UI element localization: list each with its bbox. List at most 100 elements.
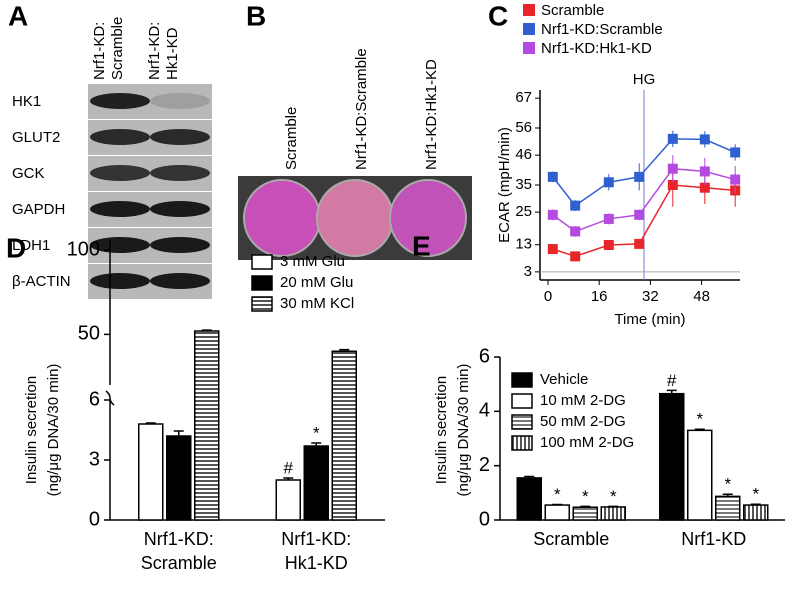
bar bbox=[516, 477, 542, 521]
marker bbox=[634, 209, 645, 220]
blot-band bbox=[90, 165, 150, 181]
bar bbox=[138, 423, 164, 521]
row-label: GAPDH bbox=[12, 201, 65, 218]
error-bar bbox=[145, 422, 156, 424]
marker bbox=[603, 177, 614, 188]
x-tick-label: Hk1-KD bbox=[285, 553, 348, 573]
y-axis-label: (ng/μg DNA/30 min) bbox=[45, 364, 62, 497]
y-tick-label: 46 bbox=[515, 146, 532, 163]
panel-letter: D bbox=[6, 232, 26, 263]
x-tick-label: 16 bbox=[591, 288, 608, 305]
bar bbox=[572, 506, 598, 521]
x-tick-label: 0 bbox=[544, 288, 552, 305]
legend-swatch bbox=[511, 372, 533, 388]
error-bar bbox=[608, 505, 619, 508]
column-label: Nrf1-KD:Scramble bbox=[353, 48, 370, 170]
marker bbox=[570, 200, 581, 211]
y-tick-label: 2 bbox=[479, 454, 490, 476]
legend-swatch bbox=[251, 275, 273, 291]
x-tick-label: Nrf1-KD: bbox=[144, 529, 214, 549]
legend-swatch bbox=[523, 4, 535, 16]
significance-mark: * bbox=[582, 487, 589, 506]
y-tick-label: 4 bbox=[479, 400, 490, 422]
marker bbox=[667, 163, 678, 174]
error-bar bbox=[580, 505, 591, 508]
x-tick-label: Scramble bbox=[533, 529, 609, 549]
bar bbox=[687, 429, 713, 521]
marker bbox=[699, 134, 710, 145]
marker bbox=[730, 147, 741, 158]
blot-band bbox=[90, 273, 150, 289]
legend-label: 50 mM 2-DG bbox=[540, 413, 626, 430]
legend-label: 20 mM Glu bbox=[280, 274, 353, 291]
blot-band bbox=[90, 129, 150, 145]
well bbox=[316, 179, 394, 257]
significance-mark: # bbox=[667, 371, 677, 390]
marker bbox=[667, 180, 678, 190]
row-label: GLUT2 bbox=[12, 129, 60, 146]
y-tick-label: 50 bbox=[78, 323, 100, 345]
y-tick-label: 3 bbox=[524, 263, 532, 280]
marker bbox=[730, 174, 741, 185]
bar bbox=[600, 506, 626, 521]
marker bbox=[570, 251, 581, 262]
marker bbox=[547, 171, 558, 182]
marker bbox=[667, 133, 678, 144]
error-bar bbox=[339, 348, 350, 352]
bar bbox=[743, 504, 769, 521]
y-tick-label: 56 bbox=[515, 119, 532, 136]
error-bar bbox=[283, 477, 294, 480]
marker bbox=[603, 239, 614, 250]
bar bbox=[194, 330, 220, 521]
error-bar bbox=[524, 475, 535, 478]
column-label: Nrf1-KD: bbox=[146, 22, 163, 80]
row-label: LDH1 bbox=[12, 237, 50, 254]
legend-label: 3 mM Glu bbox=[280, 253, 345, 270]
marker bbox=[699, 166, 710, 177]
well bbox=[243, 179, 321, 257]
bar bbox=[715, 495, 741, 521]
blot-band bbox=[90, 93, 150, 109]
blot-band bbox=[150, 93, 210, 109]
legend-label: 30 mM KCl bbox=[280, 295, 354, 312]
error-bar bbox=[173, 430, 184, 436]
legend-label: 10 mM 2-DG bbox=[540, 392, 626, 409]
y-tick-label: 13 bbox=[515, 236, 532, 253]
error-bar bbox=[694, 428, 705, 431]
significance-mark: * bbox=[696, 410, 703, 429]
bar bbox=[275, 479, 301, 521]
x-axis-label: Time (min) bbox=[614, 311, 685, 328]
y-tick-label: 3 bbox=[89, 448, 100, 470]
column-label: Hk1-KD bbox=[164, 27, 181, 80]
panel-letter: E bbox=[412, 230, 431, 261]
y-axis-label: (ng/μg DNA/30 min) bbox=[455, 364, 472, 497]
annotation-text: HG bbox=[633, 71, 656, 88]
marker bbox=[570, 226, 581, 237]
error-bar bbox=[201, 329, 212, 331]
y-tick-label: 6 bbox=[89, 388, 100, 410]
bar bbox=[659, 392, 685, 521]
y-axis-label: Insulin secretion bbox=[23, 376, 40, 484]
legend-swatch bbox=[523, 42, 535, 54]
y-tick-label: 6 bbox=[479, 345, 490, 367]
legend-swatch bbox=[511, 393, 533, 409]
y-tick-label: 35 bbox=[515, 176, 532, 193]
well bbox=[389, 179, 467, 257]
legend-label: Nrf1-KD:Hk1-KD bbox=[541, 40, 652, 57]
significance-mark: * bbox=[610, 487, 617, 506]
blot-band bbox=[150, 165, 210, 181]
x-tick-label: Nrf1-KD bbox=[681, 529, 746, 549]
error-bar bbox=[552, 503, 563, 506]
column-label: Scramble bbox=[109, 17, 126, 80]
x-tick-label: Scramble bbox=[141, 553, 217, 573]
marker bbox=[547, 244, 558, 255]
error-bar bbox=[750, 503, 761, 506]
blot-band bbox=[90, 237, 150, 253]
axis-break bbox=[105, 390, 115, 406]
bar bbox=[166, 435, 192, 521]
error-bar bbox=[722, 493, 733, 497]
error-bar bbox=[666, 389, 677, 394]
panel-letter: A bbox=[8, 0, 28, 31]
legend-label: Vehicle bbox=[540, 371, 588, 388]
